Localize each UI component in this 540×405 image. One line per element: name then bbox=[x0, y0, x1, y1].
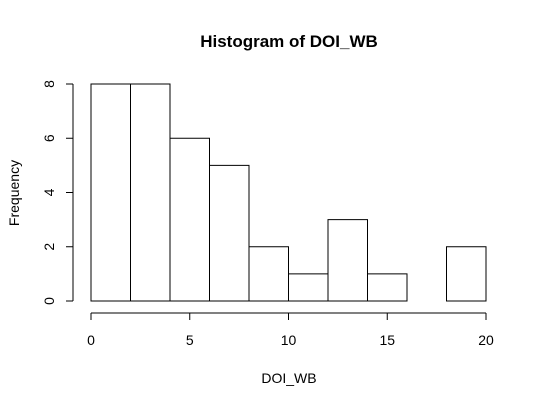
histogram-bar-18-20 bbox=[446, 246, 487, 302]
y-tick-label-2: 2 bbox=[41, 243, 57, 251]
x-tick-label-0: 0 bbox=[87, 332, 95, 348]
x-axis: 0 5 10 15 20 bbox=[87, 312, 494, 348]
y-tick-label-8: 8 bbox=[41, 80, 57, 88]
x-tick-label-10: 10 bbox=[281, 332, 297, 348]
x-tick-label-5: 5 bbox=[186, 332, 194, 348]
histogram-bar-10-12 bbox=[288, 273, 329, 302]
y-tick-label-4: 4 bbox=[41, 188, 57, 196]
histogram-bar-12-14 bbox=[327, 219, 368, 302]
x-axis-label: DOI_WB bbox=[261, 370, 316, 386]
histogram-bar-8-10 bbox=[248, 246, 289, 302]
histogram-bar-6-8 bbox=[209, 164, 250, 302]
x-tick-label-15: 15 bbox=[379, 332, 395, 348]
x-tick-label-20: 20 bbox=[478, 332, 494, 348]
histogram-bar-2-4 bbox=[130, 83, 171, 302]
y-tick-label-0: 0 bbox=[41, 297, 57, 305]
bars-group bbox=[90, 83, 487, 302]
chart-title: Histogram of DOI_WB bbox=[200, 32, 378, 51]
histogram-bar-4-6 bbox=[169, 137, 210, 302]
histogram-bar-0-2 bbox=[90, 83, 131, 302]
y-tick-label-6: 6 bbox=[41, 134, 57, 142]
y-axis-label: Frequency bbox=[6, 160, 22, 226]
y-axis: 0 2 4 6 8 bbox=[41, 80, 74, 305]
histogram-bar-14-16 bbox=[367, 273, 408, 302]
